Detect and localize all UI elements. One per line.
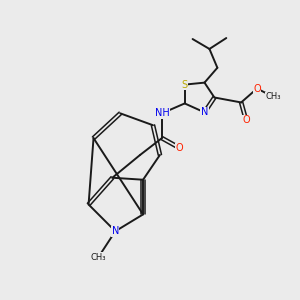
Text: CH₃: CH₃ bbox=[265, 92, 280, 101]
Text: CH₃: CH₃ bbox=[91, 253, 106, 262]
Text: O: O bbox=[242, 115, 250, 125]
Text: NH: NH bbox=[154, 108, 169, 118]
Text: O: O bbox=[253, 84, 261, 94]
Text: O: O bbox=[176, 143, 184, 153]
Text: N: N bbox=[112, 226, 119, 236]
Text: S: S bbox=[182, 80, 188, 90]
Text: N: N bbox=[201, 107, 208, 117]
